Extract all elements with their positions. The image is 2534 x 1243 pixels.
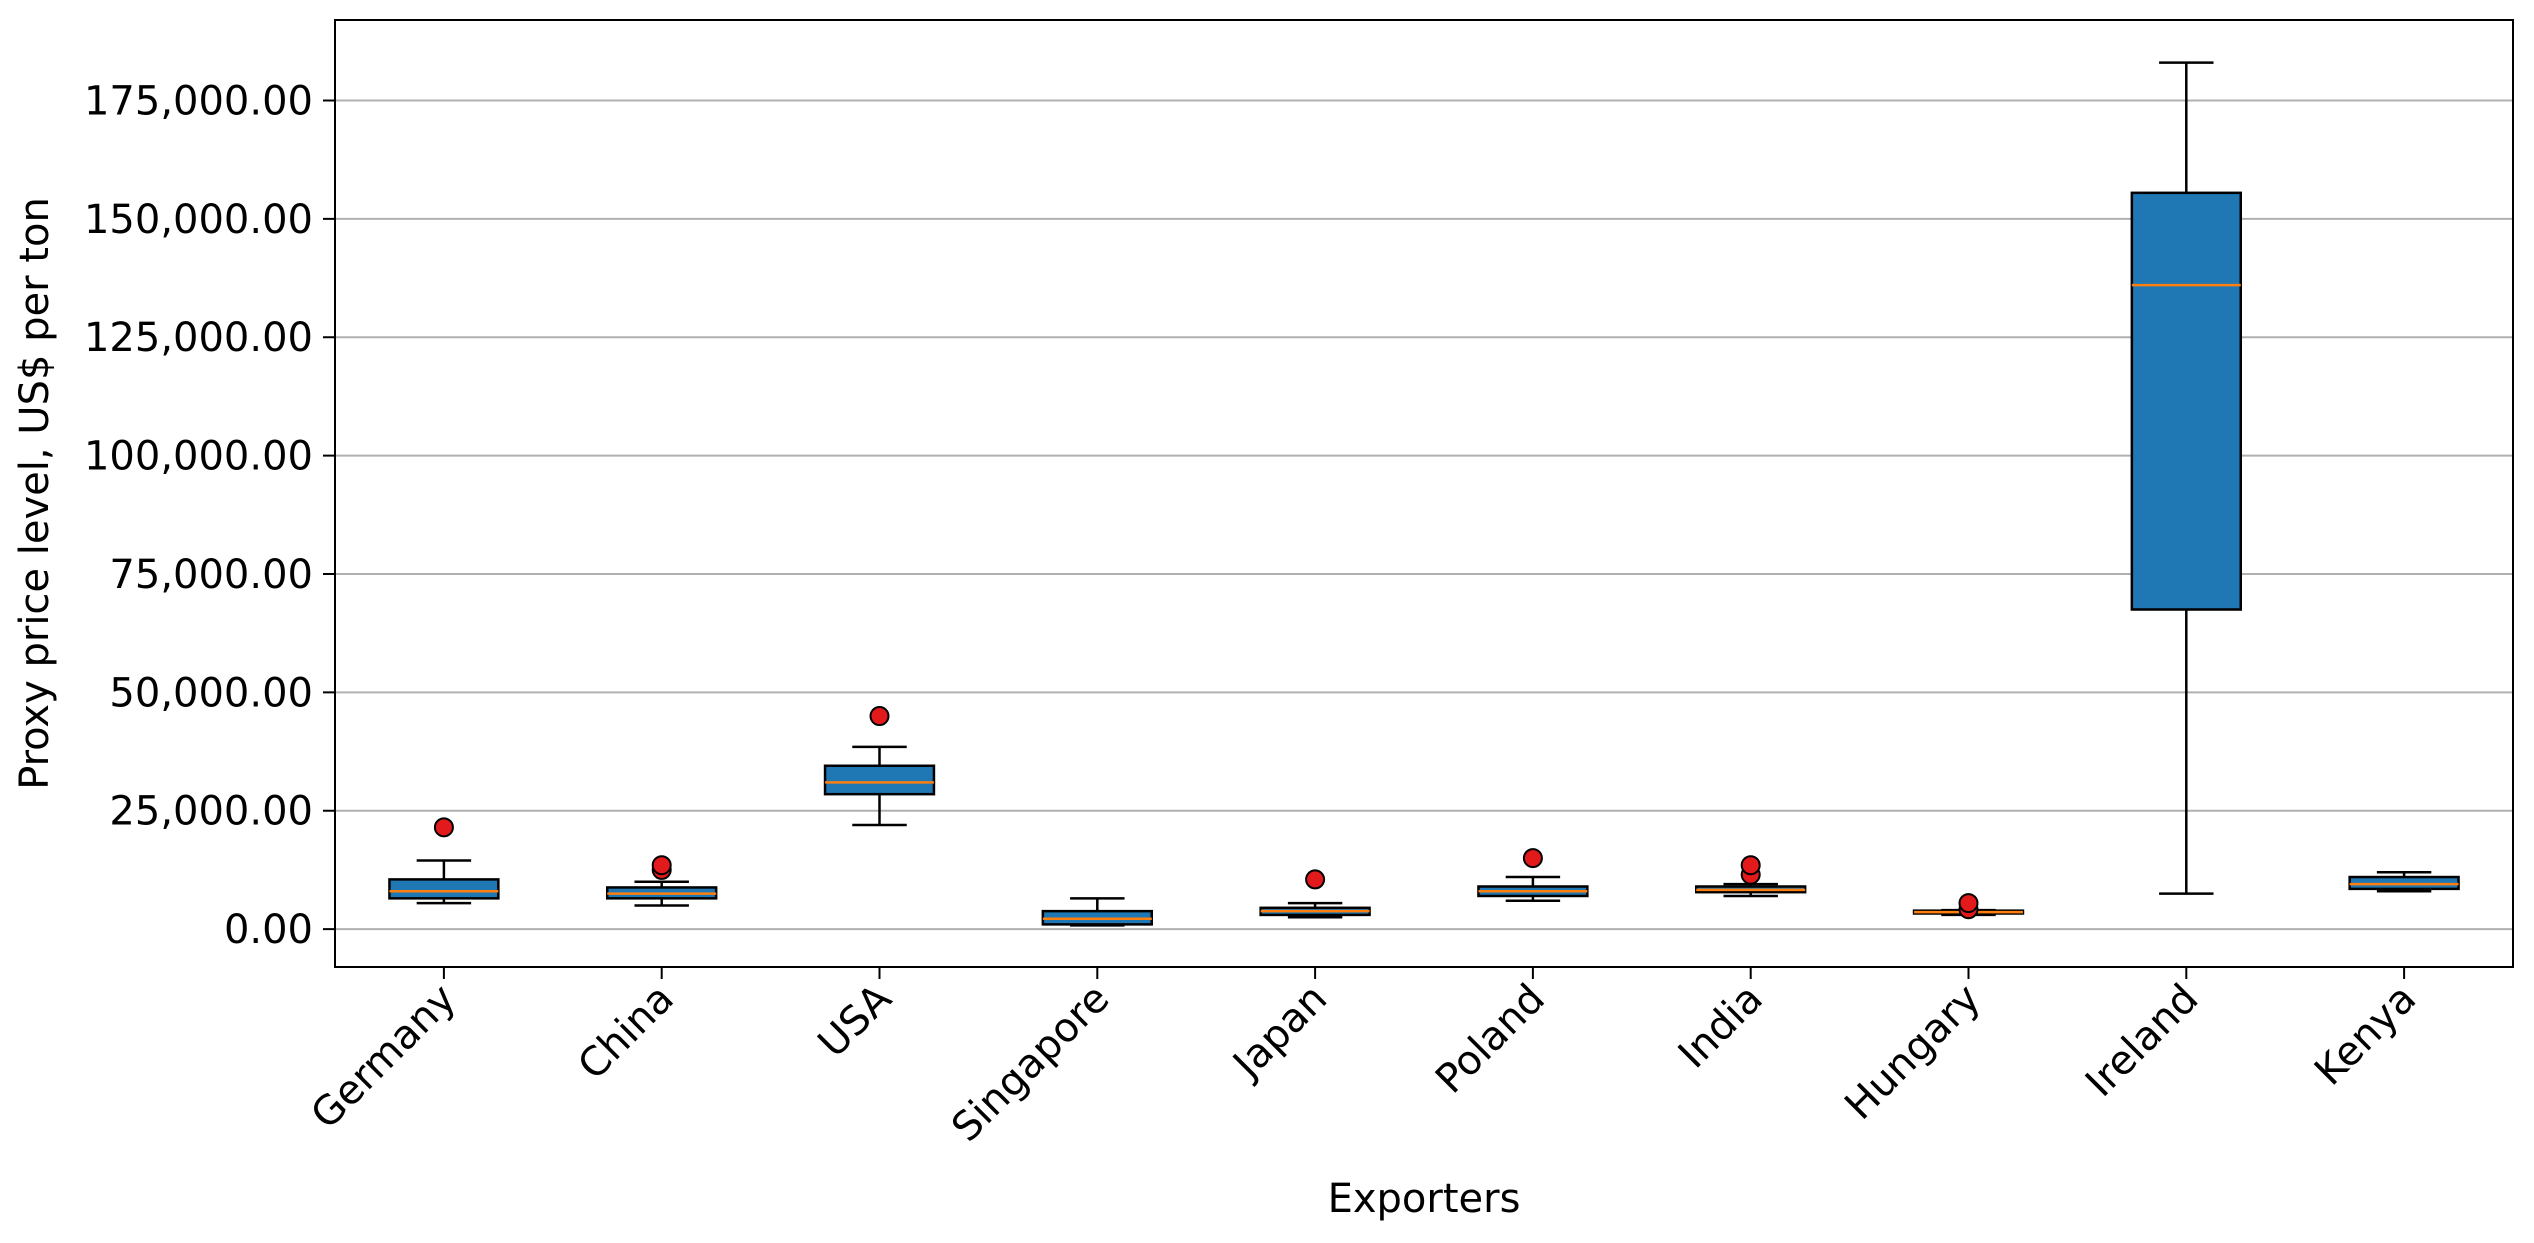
x-axis-title: Exporters <box>1328 1176 1521 1222</box>
x-tick-label: Kenya <box>2306 976 2425 1095</box>
box-kenya <box>2348 871 2460 893</box>
box-poland <box>1477 848 1589 902</box>
y-tick-label: 125,000.00 <box>84 315 313 361</box>
outlier-point <box>1522 848 1543 869</box>
box-hungary <box>1912 893 2025 920</box>
box-singapore <box>1041 897 1153 927</box>
x-tick-label: USA <box>810 975 902 1067</box>
y-tick-label: 100,000.00 <box>84 434 313 480</box>
outlier-point <box>1958 893 1979 914</box>
outlier-point <box>651 855 672 876</box>
box-series <box>388 61 2460 927</box>
y-tick-label: 50,000.00 <box>109 670 313 716</box>
outlier-point <box>1305 869 1326 890</box>
y-axis-title: Proxy price level, US$ per ton <box>12 197 58 790</box>
grid-lines <box>335 99 2513 931</box>
x-tick-label: Hungary <box>1836 976 1989 1129</box>
outlier-point <box>433 817 454 838</box>
y-tick-label: 25,000.00 <box>109 789 313 835</box>
box-iqr <box>823 764 936 796</box>
outlier-point <box>869 706 890 727</box>
box-iqr <box>2130 191 2243 611</box>
x-tick-label: Ireland <box>2077 976 2207 1106</box>
box-germany <box>388 817 500 905</box>
box-ireland <box>2130 61 2243 895</box>
box-iqr <box>388 878 500 900</box>
x-tick-label: Poland <box>1427 976 1554 1103</box>
x-tick-label: Japan <box>1223 976 1337 1090</box>
x-tick-label: China <box>569 976 682 1089</box>
x-axis: Germany China USA Singapore Japan Poland India… <box>302 967 2425 1151</box>
outlier-point <box>1740 855 1761 876</box>
y-tick-label: 175,000.00 <box>84 78 313 124</box>
y-tick-label: 150,000.00 <box>84 197 313 243</box>
plot-area-frame <box>334 19 2514 968</box>
x-tick-label: Singapore <box>943 976 1118 1151</box>
y-tick-label: 0.00 <box>224 907 313 953</box>
y-axis: 0.00 25,000.00 50,000.00 75,000.00 100,000.0… <box>84 78 335 953</box>
box-india <box>1695 855 1807 898</box>
box-china <box>606 855 718 907</box>
x-tick-label: Germany <box>302 976 465 1139</box>
box-japan <box>1259 869 1371 919</box>
x-tick-label: India <box>1670 976 1772 1078</box>
box-usa <box>823 706 936 827</box>
y-tick-label: 75,000.00 <box>109 552 313 598</box>
